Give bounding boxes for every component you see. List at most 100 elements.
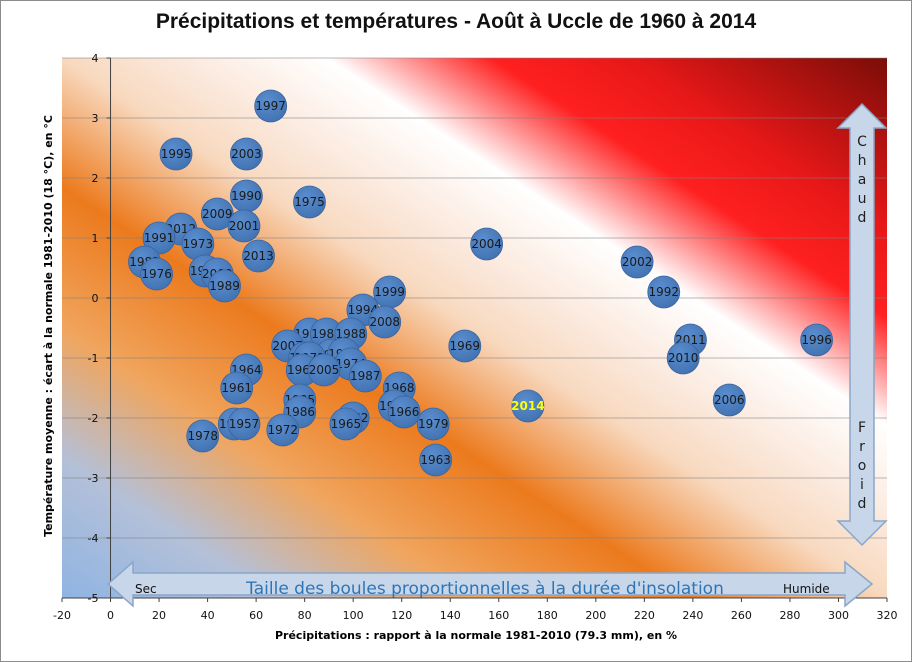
x-tick-label: -20 bbox=[53, 609, 71, 622]
bubble-label: 2006 bbox=[714, 393, 745, 407]
bubble-label: 2010 bbox=[668, 351, 699, 365]
bubble-label: 2014 bbox=[511, 399, 544, 413]
bubble-mark bbox=[186, 419, 220, 453]
bubble-1997: 1997 bbox=[254, 89, 288, 123]
x-tick-label: 240 bbox=[682, 609, 703, 622]
bubble-mark bbox=[220, 371, 254, 405]
bubble-2001: 2001 bbox=[227, 209, 261, 243]
bubble-1973: 1973 bbox=[181, 227, 215, 261]
bubble-1963: 1963 bbox=[419, 443, 453, 477]
bubble-mark bbox=[159, 137, 193, 171]
bubble-mark bbox=[800, 323, 834, 357]
bubble-label: 1979 bbox=[418, 417, 449, 431]
x-tick-label: 320 bbox=[877, 609, 898, 622]
x-tick-label: 260 bbox=[731, 609, 752, 622]
bubble-mark bbox=[140, 257, 174, 291]
y-tick-label: 4 bbox=[92, 52, 99, 65]
bubble-2002: 2002 bbox=[620, 245, 654, 279]
y-tick-label: 3 bbox=[92, 112, 99, 125]
bubble-label: 2001 bbox=[229, 219, 260, 233]
chart-title: Précipitations et températures - Août à … bbox=[155, 10, 757, 33]
gridlines bbox=[62, 57, 887, 539]
y-tick-label: 2 bbox=[92, 172, 99, 185]
bubble-label: 1999 bbox=[374, 285, 405, 299]
x-tick-label: 160 bbox=[488, 609, 509, 622]
y-tick-labels: 4 3 2 1 0 -1 -2 -3 -4 -5 bbox=[88, 52, 111, 605]
x-tick-labels: -20 0 20 40 60 80 100 120 140 160 180 200 220 240 260 2… bbox=[53, 598, 898, 622]
bubble-label: 1975 bbox=[294, 195, 325, 209]
bubble-2008: 2008 bbox=[368, 305, 402, 339]
x-tick-label: 280 bbox=[779, 609, 800, 622]
bubble-1976: 1976 bbox=[140, 257, 174, 291]
bubble-2004: 2004 bbox=[470, 227, 504, 261]
bubble-mark bbox=[620, 245, 654, 279]
bubble-mark bbox=[416, 407, 450, 441]
hot-cold-arrow-shape bbox=[836, 102, 888, 547]
bubble-label: 1969 bbox=[450, 339, 481, 353]
bubble-label: 1973 bbox=[183, 237, 214, 251]
y-tick-label: -5 bbox=[88, 592, 99, 605]
bubble-mark bbox=[470, 227, 504, 261]
bubble-1972: 1972 bbox=[266, 413, 300, 447]
bubble-label: 1972 bbox=[268, 423, 299, 437]
bubble-label: 2005 bbox=[309, 363, 340, 377]
bubble-label: 1966 bbox=[389, 405, 420, 419]
bubble-label: 1990 bbox=[231, 189, 262, 203]
bubble-1957: 1957 bbox=[227, 407, 261, 441]
x-tick-label: 220 bbox=[634, 609, 655, 622]
bubble-1995: 1995 bbox=[159, 137, 193, 171]
bubble-mark bbox=[448, 329, 482, 363]
bubble-label: 1961 bbox=[221, 381, 252, 395]
x-tick-label: 60 bbox=[249, 609, 263, 622]
x-tick-label: 120 bbox=[391, 609, 412, 622]
bubble-mark bbox=[307, 353, 341, 387]
y-tick-label: 1 bbox=[92, 232, 99, 245]
bubble-mark bbox=[230, 137, 263, 171]
bubble-2006: 2006 bbox=[712, 383, 746, 417]
bubble-1965: 1965 bbox=[329, 407, 363, 441]
bubble-label: 2008 bbox=[369, 315, 400, 329]
bubble-mark bbox=[329, 407, 363, 441]
bubble-2013: 2013 bbox=[242, 239, 275, 273]
bubble-label: 1976 bbox=[141, 267, 172, 281]
bubble-2010: 2010 bbox=[666, 341, 700, 375]
bubble-mark bbox=[387, 395, 421, 429]
bubble-mark bbox=[242, 239, 275, 273]
bubble-mark bbox=[348, 359, 382, 393]
bubble-1978: 1978 bbox=[186, 419, 220, 453]
bubble-label: 2013 bbox=[243, 249, 274, 263]
bubble-label: 1980 bbox=[311, 327, 342, 341]
bubble-1975: 1975 bbox=[293, 185, 326, 219]
dry-label: Sec bbox=[135, 582, 157, 596]
bubble-mark bbox=[254, 89, 288, 123]
bubble-mark bbox=[227, 407, 261, 441]
bubble-label: 1986 bbox=[285, 405, 316, 419]
bubble-1990: 1990 bbox=[230, 179, 263, 213]
y-tick-label: -2 bbox=[88, 412, 99, 425]
y-tick-label: -1 bbox=[88, 352, 99, 365]
bubble-label: 1992 bbox=[648, 285, 679, 299]
bubble-mark bbox=[142, 221, 176, 255]
bubble-1999: 1999 bbox=[373, 275, 406, 309]
bubble-mark bbox=[266, 413, 300, 447]
bubble-mark bbox=[511, 389, 545, 423]
size-note: Taille des boules proportionnelles à la … bbox=[245, 579, 724, 599]
bubble-label: 2003 bbox=[231, 147, 262, 161]
bubble-label: 1987 bbox=[350, 369, 381, 383]
bubble-label: 1994 bbox=[348, 303, 379, 317]
x-tick-label: 140 bbox=[440, 609, 461, 622]
bubble-mark bbox=[227, 209, 261, 243]
bubble-2003: 2003 bbox=[230, 137, 263, 171]
bubble-label: 1991 bbox=[144, 231, 175, 245]
y-tick-label: 0 bbox=[92, 292, 99, 305]
plot-area bbox=[62, 57, 887, 598]
bubble-label: 1997 bbox=[255, 99, 286, 113]
bubble-mark bbox=[712, 383, 746, 417]
bubble-1979: 1979 bbox=[416, 407, 450, 441]
dry-wet-arrow-shape bbox=[106, 560, 874, 608]
bubble-1969: 1969 bbox=[448, 329, 482, 363]
bubble-label: 1963 bbox=[420, 453, 451, 467]
